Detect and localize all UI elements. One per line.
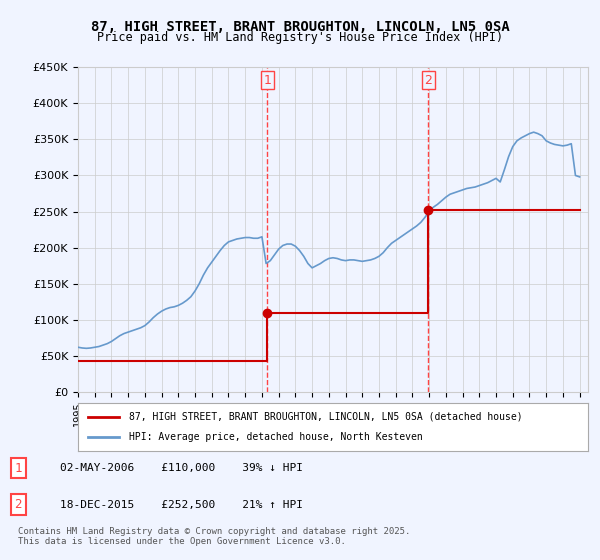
Text: 87, HIGH STREET, BRANT BROUGHTON, LINCOLN, LN5 0SA: 87, HIGH STREET, BRANT BROUGHTON, LINCOL… xyxy=(91,20,509,34)
Text: 87, HIGH STREET, BRANT BROUGHTON, LINCOLN, LN5 0SA (detached house): 87, HIGH STREET, BRANT BROUGHTON, LINCOL… xyxy=(129,412,523,422)
Text: Contains HM Land Registry data © Crown copyright and database right 2025.
This d: Contains HM Land Registry data © Crown c… xyxy=(18,526,410,546)
Text: HPI: Average price, detached house, North Kesteven: HPI: Average price, detached house, Nort… xyxy=(129,432,423,442)
Text: 2: 2 xyxy=(425,74,433,87)
Text: 2: 2 xyxy=(14,498,22,511)
Text: Price paid vs. HM Land Registry's House Price Index (HPI): Price paid vs. HM Land Registry's House … xyxy=(97,31,503,44)
Text: 1: 1 xyxy=(14,461,22,475)
Text: 02-MAY-2006    £110,000    39% ↓ HPI: 02-MAY-2006 £110,000 39% ↓ HPI xyxy=(60,463,303,473)
Text: 1: 1 xyxy=(263,74,271,87)
Text: 18-DEC-2015    £252,500    21% ↑ HPI: 18-DEC-2015 £252,500 21% ↑ HPI xyxy=(60,500,303,510)
